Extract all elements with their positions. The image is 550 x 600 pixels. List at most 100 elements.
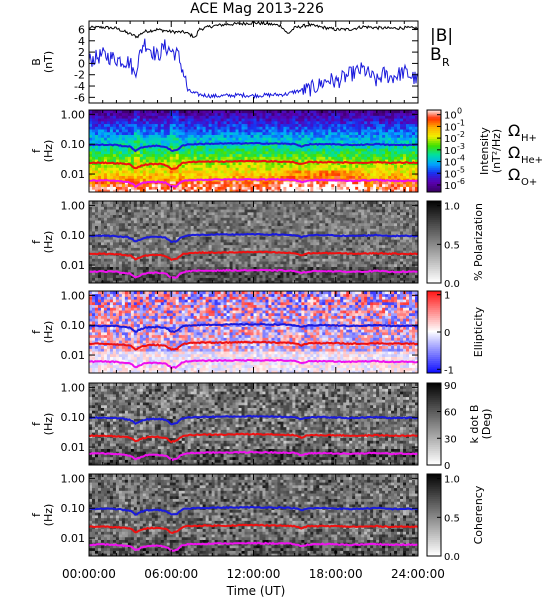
heatmap-cell: [100, 167, 105, 171]
heatmap-cell: [214, 129, 219, 133]
heatmap-cell: [196, 183, 201, 187]
colorbar-step: [427, 130, 441, 133]
heatmap-cell: [229, 131, 233, 135]
heatmap-cell: [319, 183, 323, 187]
heatmap-cell: [166, 277, 171, 281]
heatmap-cell: [328, 112, 332, 116]
heatmap-cell: [289, 159, 293, 163]
heatmap-cell: [304, 145, 308, 149]
heatmap-cell: [229, 255, 233, 259]
heatmap-cells: [89, 201, 419, 284]
heatmap-cell: [331, 175, 335, 179]
heatmap-cell: [193, 151, 198, 155]
heatmap-cell: [295, 148, 299, 152]
heatmap-cell: [367, 115, 371, 119]
heatmap-cell: [196, 206, 201, 210]
heatmap-cell: [214, 211, 219, 216]
heatmap-cell: [115, 172, 120, 176]
heatmap-cell: [163, 228, 168, 232]
heatmap-cell: [130, 209, 135, 213]
heatmap-cell: [181, 129, 186, 133]
heatmap-cell: [403, 118, 407, 122]
heatmap-cell: [196, 209, 201, 213]
heatmap-cell: [406, 118, 410, 122]
heatmap-cell: [118, 261, 123, 265]
heatmap-cell: [130, 183, 135, 187]
heatmap-cell: [358, 129, 362, 133]
heatmap-cell: [259, 115, 263, 119]
heatmap-cell: [106, 134, 111, 138]
heatmap-cell: [334, 183, 338, 187]
heatmap-cell: [127, 209, 132, 213]
heatmap-cell: [298, 189, 302, 193]
heatmap-cell: [217, 228, 221, 232]
heatmap-cell: [121, 220, 126, 224]
heatmap-cell: [232, 209, 236, 213]
heatmap-cell: [145, 255, 150, 259]
heatmap-cell: [205, 189, 210, 193]
heatmap-cell: [250, 189, 254, 193]
heatmap-cell: [208, 214, 213, 218]
heatmap-cell: [409, 156, 413, 160]
heatmap-cell: [151, 186, 156, 190]
heatmap-cell: [313, 110, 317, 114]
heatmap-cell: [208, 172, 213, 176]
heatmap-cell: [343, 148, 347, 152]
heatmap-cell: [169, 225, 174, 229]
heatmap-cell: [115, 250, 120, 254]
heatmap-cell: [190, 255, 195, 259]
heatmap-cell: [94, 123, 99, 127]
heatmap-cell: [187, 161, 192, 166]
heatmap-cell: [97, 181, 102, 185]
heatmap-cell: [205, 175, 210, 179]
heatmap-cell: [178, 255, 183, 259]
heatmap-cell: [89, 140, 93, 144]
heatmap-cell: [346, 131, 350, 135]
heatmap-cell: [226, 189, 230, 193]
heatmap-cell: [118, 126, 123, 130]
heatmap-cell: [127, 118, 132, 122]
heatmap-cell: [130, 220, 135, 224]
heatmap-cell: [238, 263, 242, 267]
heatmap-cell: [298, 151, 302, 155]
heatmap-cell: [280, 120, 284, 125]
heatmap-cell: [163, 217, 168, 221]
heatmap-cell: [364, 156, 368, 160]
heatmap-cell: [262, 123, 266, 127]
heatmap-cell: [172, 123, 177, 127]
heatmap-cell: [415, 189, 419, 193]
heatmap-cell: [304, 123, 308, 127]
heatmap-cell: [91, 261, 96, 265]
heatmap-cell: [139, 118, 144, 122]
heatmap-cell: [184, 115, 189, 119]
heatmap-cell: [373, 115, 377, 119]
heatmap-cell: [199, 183, 204, 187]
heatmap-cell: [121, 151, 126, 155]
heatmap-cell: [190, 145, 195, 149]
heatmap-cell: [223, 170, 227, 174]
heatmap-cell: [109, 118, 114, 122]
heatmap-cell: [409, 118, 413, 122]
heatmap-cell: [319, 175, 323, 179]
heatmap-cell: [229, 239, 233, 243]
heatmap-cell: [214, 183, 219, 187]
heatmap-cell: [205, 156, 210, 160]
heatmap-cell: [355, 181, 359, 185]
heatmap-cell: [235, 181, 239, 185]
heatmap-cell: [331, 167, 335, 171]
heatmap-cell: [151, 220, 156, 224]
heatmap-cell: [118, 236, 123, 240]
heatmap-cell: [340, 134, 344, 138]
heatmap-cell: [292, 189, 296, 193]
heatmap-cell: [307, 156, 311, 160]
heatmap-cell: [112, 183, 117, 187]
heatmap-cell: [109, 255, 114, 259]
heatmap-cell: [292, 172, 296, 176]
heatmap-cell: [211, 131, 216, 135]
heatmap-cell: [223, 228, 227, 232]
heatmap-cell: [229, 186, 233, 190]
heatmap-cell: [178, 159, 183, 163]
heatmap-cell: [373, 110, 377, 114]
heatmap-cell: [349, 175, 353, 179]
heatmap-cell: [151, 159, 156, 163]
